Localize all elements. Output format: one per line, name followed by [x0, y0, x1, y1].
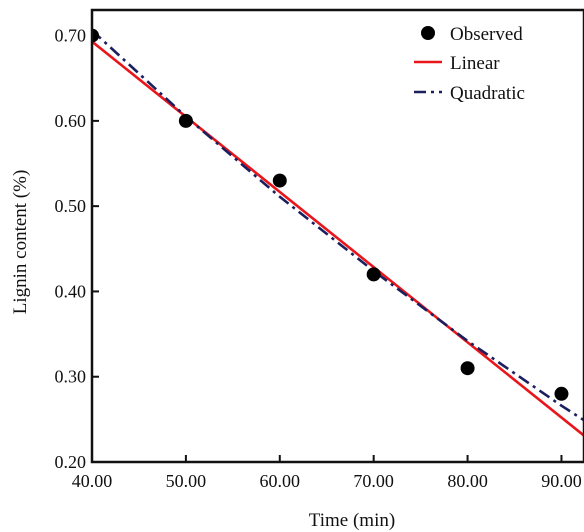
observed-point	[554, 386, 569, 401]
observed-point	[460, 361, 475, 376]
legend: Observed Linear Quadratic	[414, 24, 525, 104]
linear-fit-line	[92, 40, 584, 437]
x-tick-label: 70.00	[353, 471, 394, 491]
observed-point	[92, 28, 99, 43]
tick-labels: 40.00 50.00 60.00 70.00 80.00 90.00 0.20 0.30 0.…	[55, 26, 582, 491]
legend-label: Observed	[450, 24, 523, 45]
plot-area	[92, 28, 584, 437]
x-tick-label: 50.00	[166, 471, 207, 491]
y-axis-label: Lignin content (%)	[10, 170, 31, 315]
y-tick-label: 0.70	[55, 26, 87, 46]
y-tick-label: 0.50	[55, 196, 87, 216]
observed-point	[272, 173, 287, 188]
legend-label: Linear	[450, 53, 500, 74]
observed-point	[366, 267, 381, 282]
y-tick-label: 0.20	[55, 452, 87, 472]
observed-point	[178, 113, 193, 128]
plot-frame	[90, 8, 584, 464]
legend-marker-observed	[421, 26, 435, 40]
x-tick-label: 90.00	[541, 471, 582, 491]
y-tick-label: 0.60	[55, 111, 87, 131]
legend-label: Quadratic	[450, 83, 525, 104]
x-axis-label: Time (min)	[309, 510, 395, 531]
y-tick-label: 0.30	[55, 367, 87, 387]
x-tick-label: 40.00	[72, 471, 113, 491]
x-tick-label: 60.00	[260, 471, 301, 491]
y-tick-label: 0.40	[55, 281, 87, 301]
x-tick-label: 80.00	[447, 471, 488, 491]
